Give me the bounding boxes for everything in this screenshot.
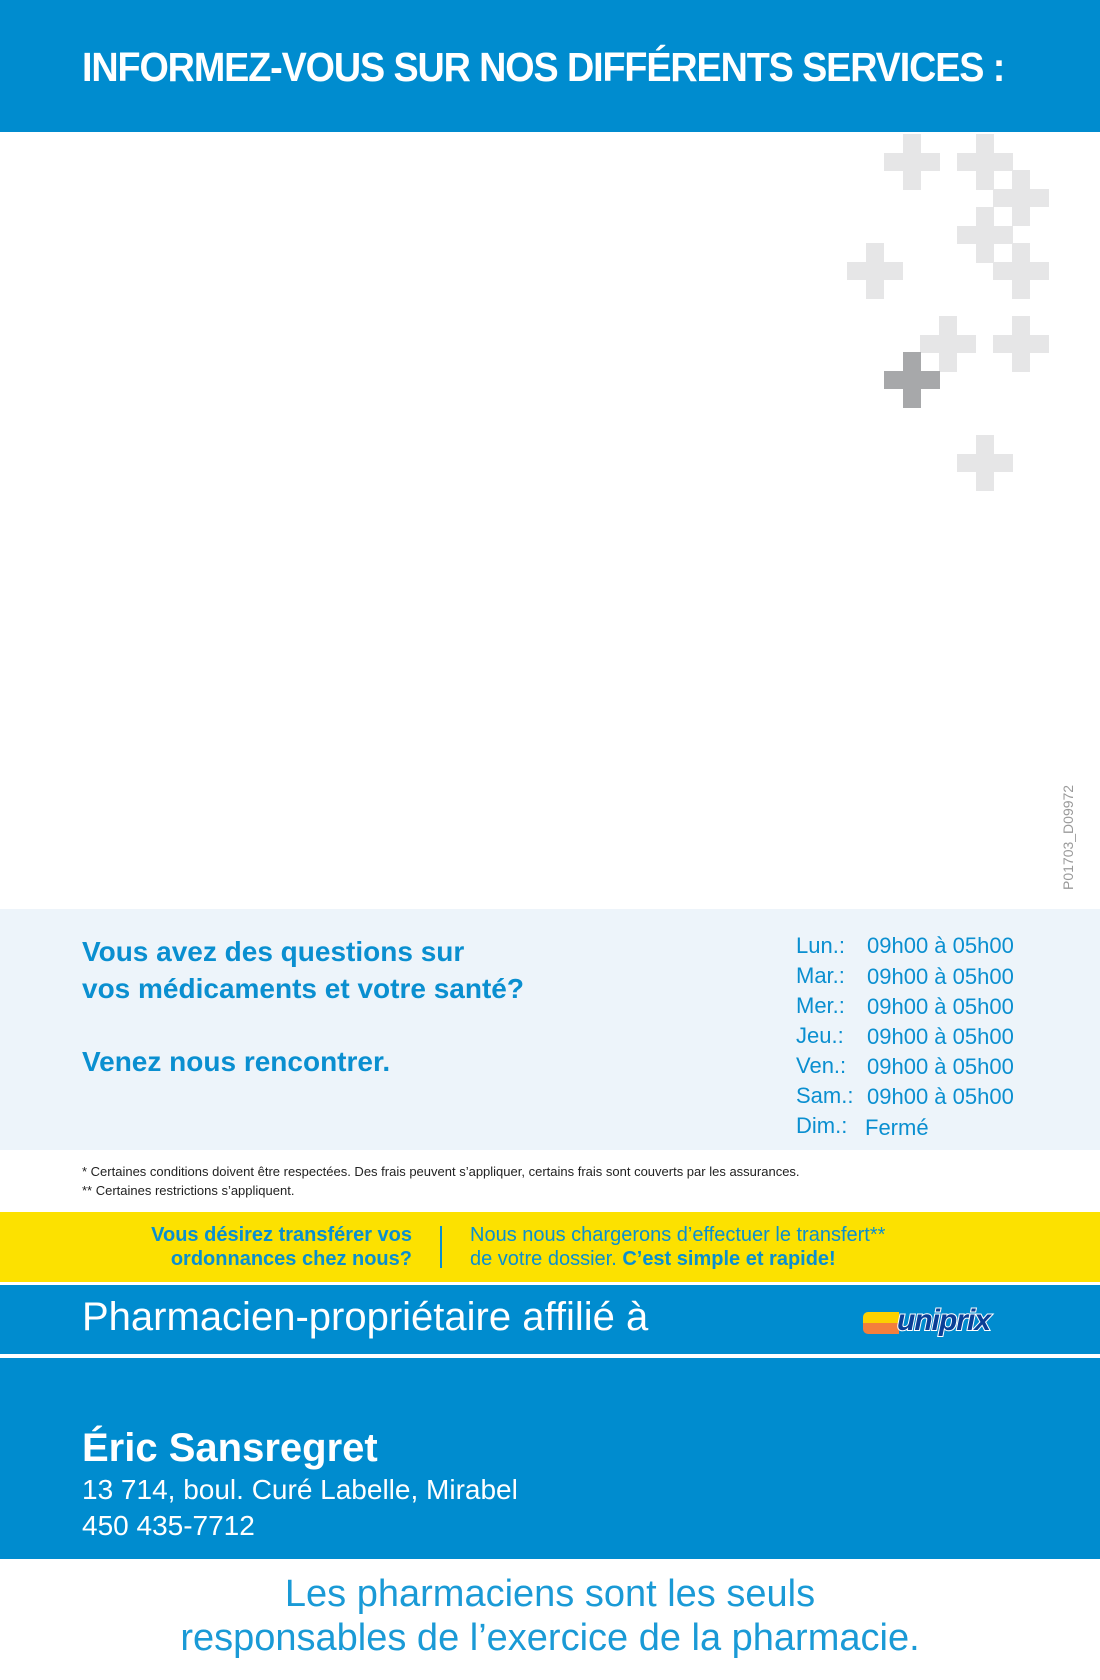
affiliation-label: Pharmacien-propriétaire affilié à	[82, 1295, 649, 1339]
footnote: * Certaines conditions doivent être resp…	[82, 1164, 800, 1179]
hours-value: Fermé	[865, 1115, 929, 1140]
cross-icon	[847, 243, 903, 299]
cross-icon	[920, 316, 976, 372]
hours-value: 09h00 à 05h00	[867, 1084, 1014, 1109]
header-banner: INFORMEZ-VOUS SUR NOS DIFFÉRENTS SERVICE…	[0, 0, 1100, 132]
hours-day: Ven.:	[796, 1053, 847, 1078]
owner-block: Éric Sansregret 13 714, boul. Curé Label…	[0, 1358, 1100, 1559]
transfer-answer-bold: C’est simple et rapide!	[622, 1248, 836, 1270]
page-title: INFORMEZ-VOUS SUR NOS DIFFÉRENTS SERVICE…	[82, 44, 1005, 90]
transfer-banner: Vous désirez transférer vos ordonnances …	[0, 1212, 1100, 1282]
transfer-answer: Nous nous chargerons d’effectuer le tran…	[470, 1224, 886, 1246]
owner-address: 13 714, boul. Curé Labelle, Mirabel	[82, 1474, 518, 1505]
transfer-question: Vous désirez transférer vos	[151, 1224, 412, 1246]
cross-icon	[884, 352, 940, 408]
cross-icon	[993, 170, 1049, 226]
hours-day: Sam.:	[796, 1083, 854, 1108]
cross-icon	[957, 207, 1013, 263]
slogan-line: responsables de l’exercice de la pharmac…	[180, 1617, 920, 1659]
cross-icon	[993, 316, 1049, 372]
hours-day: Jeu.:	[796, 1023, 844, 1048]
cross-icon	[993, 243, 1049, 299]
hours-day: Mar.:	[796, 963, 845, 988]
uniprix-logo: uniprix	[863, 1303, 1015, 1345]
invite-text: Venez nous rencontrer.	[82, 1046, 391, 1077]
hours-value: 09h00 à 05h00	[867, 1054, 1014, 1079]
logo-text: uniprix	[896, 1303, 992, 1338]
transfer-question: ordonnances chez nous?	[170, 1248, 412, 1270]
cross-icon	[884, 134, 940, 190]
question-line: vos médicaments et votre santé?	[82, 973, 524, 1004]
owner-phone: 450 435-7712	[82, 1510, 255, 1541]
hours-value: 09h00 à 05h00	[867, 1024, 1014, 1049]
hours-day: Lun.:	[796, 933, 845, 958]
info-panel: Vous avez des questions sur vos médicame…	[0, 909, 1100, 1150]
transfer-answer-text: de votre dossier.	[470, 1248, 617, 1270]
affiliation-band: Pharmacien-propriétaire affilié à unipri…	[0, 1285, 1100, 1354]
transfer-answer: de votre dossier. C’est simple et rapide…	[470, 1248, 836, 1271]
cross-icon	[957, 134, 1013, 190]
hours-value: 09h00 à 05h00	[867, 933, 1014, 958]
question-line: Vous avez des questions sur	[82, 936, 465, 967]
hours-day: Mer.:	[796, 993, 845, 1018]
owner-name: Éric Sansregret	[82, 1426, 378, 1470]
hours-value: 09h00 à 05h00	[867, 964, 1014, 989]
hours-day: Dim.:	[796, 1113, 848, 1138]
cross-icon	[957, 435, 1013, 491]
document-code: P01703_D09972	[1060, 784, 1076, 890]
divider	[440, 1226, 442, 1268]
slogan-line: Les pharmaciens sont les seuls	[284, 1573, 816, 1615]
hours-value: 09h00 à 05h00	[867, 994, 1014, 1019]
footnote: ** Certaines restrictions s’appliquent.	[82, 1183, 295, 1198]
